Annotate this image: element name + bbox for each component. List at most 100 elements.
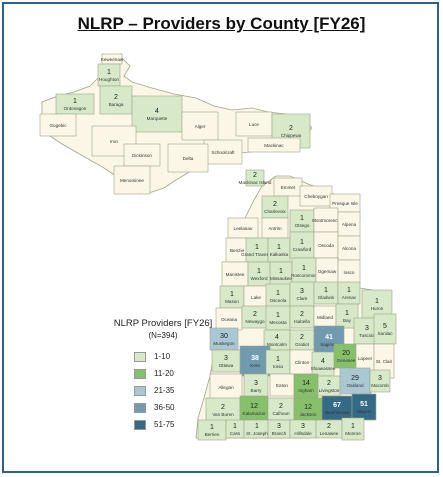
county-name-roscommon: Roscommon: [291, 273, 317, 278]
county-name-muskegon: Muskegon: [213, 341, 235, 346]
county-count-kent: 38: [251, 355, 259, 362]
county-name-manistee: Manistee: [226, 272, 245, 277]
county-name-osceola: Osceola: [270, 298, 287, 303]
county-name-lapeer: Lapeer: [358, 356, 373, 361]
county-count-saginaw: 41: [325, 334, 333, 341]
county-name-st-joseph: St. Joseph: [246, 431, 268, 436]
county-name-newaygo: Newaygo: [245, 319, 265, 324]
county-count-sanilac: 5: [383, 323, 387, 330]
county-count-branch: 3: [277, 423, 281, 430]
county-bay: [335, 303, 359, 329]
county-name-jackson: Jackson: [300, 412, 317, 417]
county-ionia: [265, 349, 291, 375]
county-name-crawford: Crawford: [293, 247, 312, 252]
legend-swatch-2: [134, 368, 146, 379]
county-luce: [235, 111, 273, 137]
county-name-oscoda: Oscoda: [318, 243, 334, 248]
county-name-marquette: Marquette: [147, 116, 168, 121]
legend-swatch-4: [134, 402, 146, 413]
county-mackinac: [247, 137, 301, 153]
county-count-ontonagon: 1: [73, 98, 77, 105]
county-name-ogemaw: Ogemaw: [318, 269, 337, 274]
county-count-washtenaw: 67: [333, 402, 341, 409]
county-genesee: [333, 343, 359, 369]
county-name-huron: Huron: [371, 306, 384, 311]
county-count-hillsdale: 3: [301, 423, 305, 430]
county-name-gladwin: Gladwin: [318, 295, 335, 300]
county-name-van-buren: Van Buren: [212, 412, 234, 417]
county-name-arenac: Arenac: [342, 295, 357, 300]
county-name-calhoun: Calhoun: [272, 411, 290, 416]
county-count-missaukee: 1: [279, 268, 283, 275]
county-count-st-joseph: 1: [255, 423, 259, 430]
legend-label-1: 1-10: [154, 352, 171, 361]
county-count-lenawee: 2: [327, 423, 331, 430]
county-allegan: [209, 373, 243, 401]
county-name-iron: Iron: [110, 139, 118, 144]
county-count-berrien: 1: [210, 424, 214, 431]
county-name-presque-isle: Presque Isle: [332, 201, 358, 206]
county-name-bay: Bay: [343, 318, 352, 323]
county-marquette: [131, 95, 183, 133]
county-name-clinton: Clinton: [295, 360, 310, 365]
county-name-branch: Branch: [272, 431, 287, 436]
county-name-antrim: Antrim: [268, 226, 281, 231]
county-name-sanilac: Sanilac: [377, 331, 393, 336]
legend-row-5: 51-75: [108, 416, 218, 433]
county-count-wexford: 1: [257, 268, 261, 275]
county-barry: [243, 373, 269, 399]
legend-title: NLRP Providers [FY26]: [113, 318, 213, 329]
county-name-kalamazoo: Kalamazoo: [243, 411, 266, 416]
county-name-otsego: Otsego: [295, 223, 310, 228]
county-count-shiawassee: 4: [321, 358, 325, 365]
county-name-wexford: Wexford: [250, 276, 267, 281]
county-ottawa: [211, 349, 241, 373]
legend-row-1: 1-10: [108, 348, 218, 365]
legend-row-2: 11-20: [108, 365, 218, 382]
county-count-grand-traverse: 1: [255, 244, 259, 251]
county-name-genesee: Genesee: [337, 358, 356, 363]
county-name-emmet: Emmet: [281, 185, 296, 190]
county-name-alcona: Alcona: [342, 246, 356, 251]
county-count-wayne: 51: [360, 401, 368, 408]
county-name-cheboygan: Cheboygan: [304, 194, 328, 199]
county-name-oakland: Oakland: [346, 383, 364, 388]
county-name-ionia: Ionia: [273, 364, 283, 369]
county-count-ottawa: 3: [224, 355, 228, 362]
county-menominee: [113, 165, 151, 195]
county-gogebic: [39, 113, 77, 137]
county-name-keweenaw: Keweenaw: [101, 57, 124, 62]
county-name-hillsdale: Hillsdale: [294, 431, 312, 436]
county-name-mecosta: Mecosta: [269, 320, 287, 325]
county-name-charlevoix: Charlevoix: [264, 209, 286, 214]
county-count-mackinac-island: 2: [253, 172, 257, 179]
county-name-shiawassee: Shiawassee: [311, 366, 336, 371]
county-oscoda: [313, 231, 339, 259]
legend-row-3: 21-35: [108, 382, 218, 399]
county-count-marquette: 4: [155, 108, 159, 115]
county-count-montcalm: 4: [275, 334, 279, 341]
county-count-isabella: 2: [300, 311, 304, 318]
county-name-benzie: Benzie: [230, 248, 244, 253]
county-name-mackinac-island: Mackinac Island: [239, 180, 272, 185]
county-count-livingston: 2: [327, 380, 331, 387]
county-name-livingston: Livingston: [319, 388, 340, 393]
county-count-mecosta: 1: [276, 312, 280, 319]
county-count-crawford: 1: [300, 239, 304, 246]
county-count-osceola: 1: [276, 290, 280, 297]
legend-row-4: 36-50: [108, 399, 218, 416]
county-clare: [289, 281, 315, 307]
county-name-saginaw: Saginaw: [320, 342, 338, 347]
county-count-ingham: 14: [302, 380, 310, 387]
county-name-ottawa: Ottawa: [219, 363, 234, 368]
county-name-menominee: Menominee: [120, 178, 144, 183]
county-count-ionia: 1: [276, 356, 280, 363]
county-name-kent: Kent: [250, 363, 260, 368]
county-count-oakland: 29: [351, 375, 359, 382]
county-name-st-clair: St. Clair: [376, 359, 393, 364]
legend-label-5: 51-75: [154, 420, 175, 429]
county-count-genesee: 20: [342, 350, 350, 357]
county-count-gratiot: 2: [300, 334, 304, 341]
county-count-barry: 3: [254, 380, 258, 387]
county-alger: [181, 111, 219, 141]
